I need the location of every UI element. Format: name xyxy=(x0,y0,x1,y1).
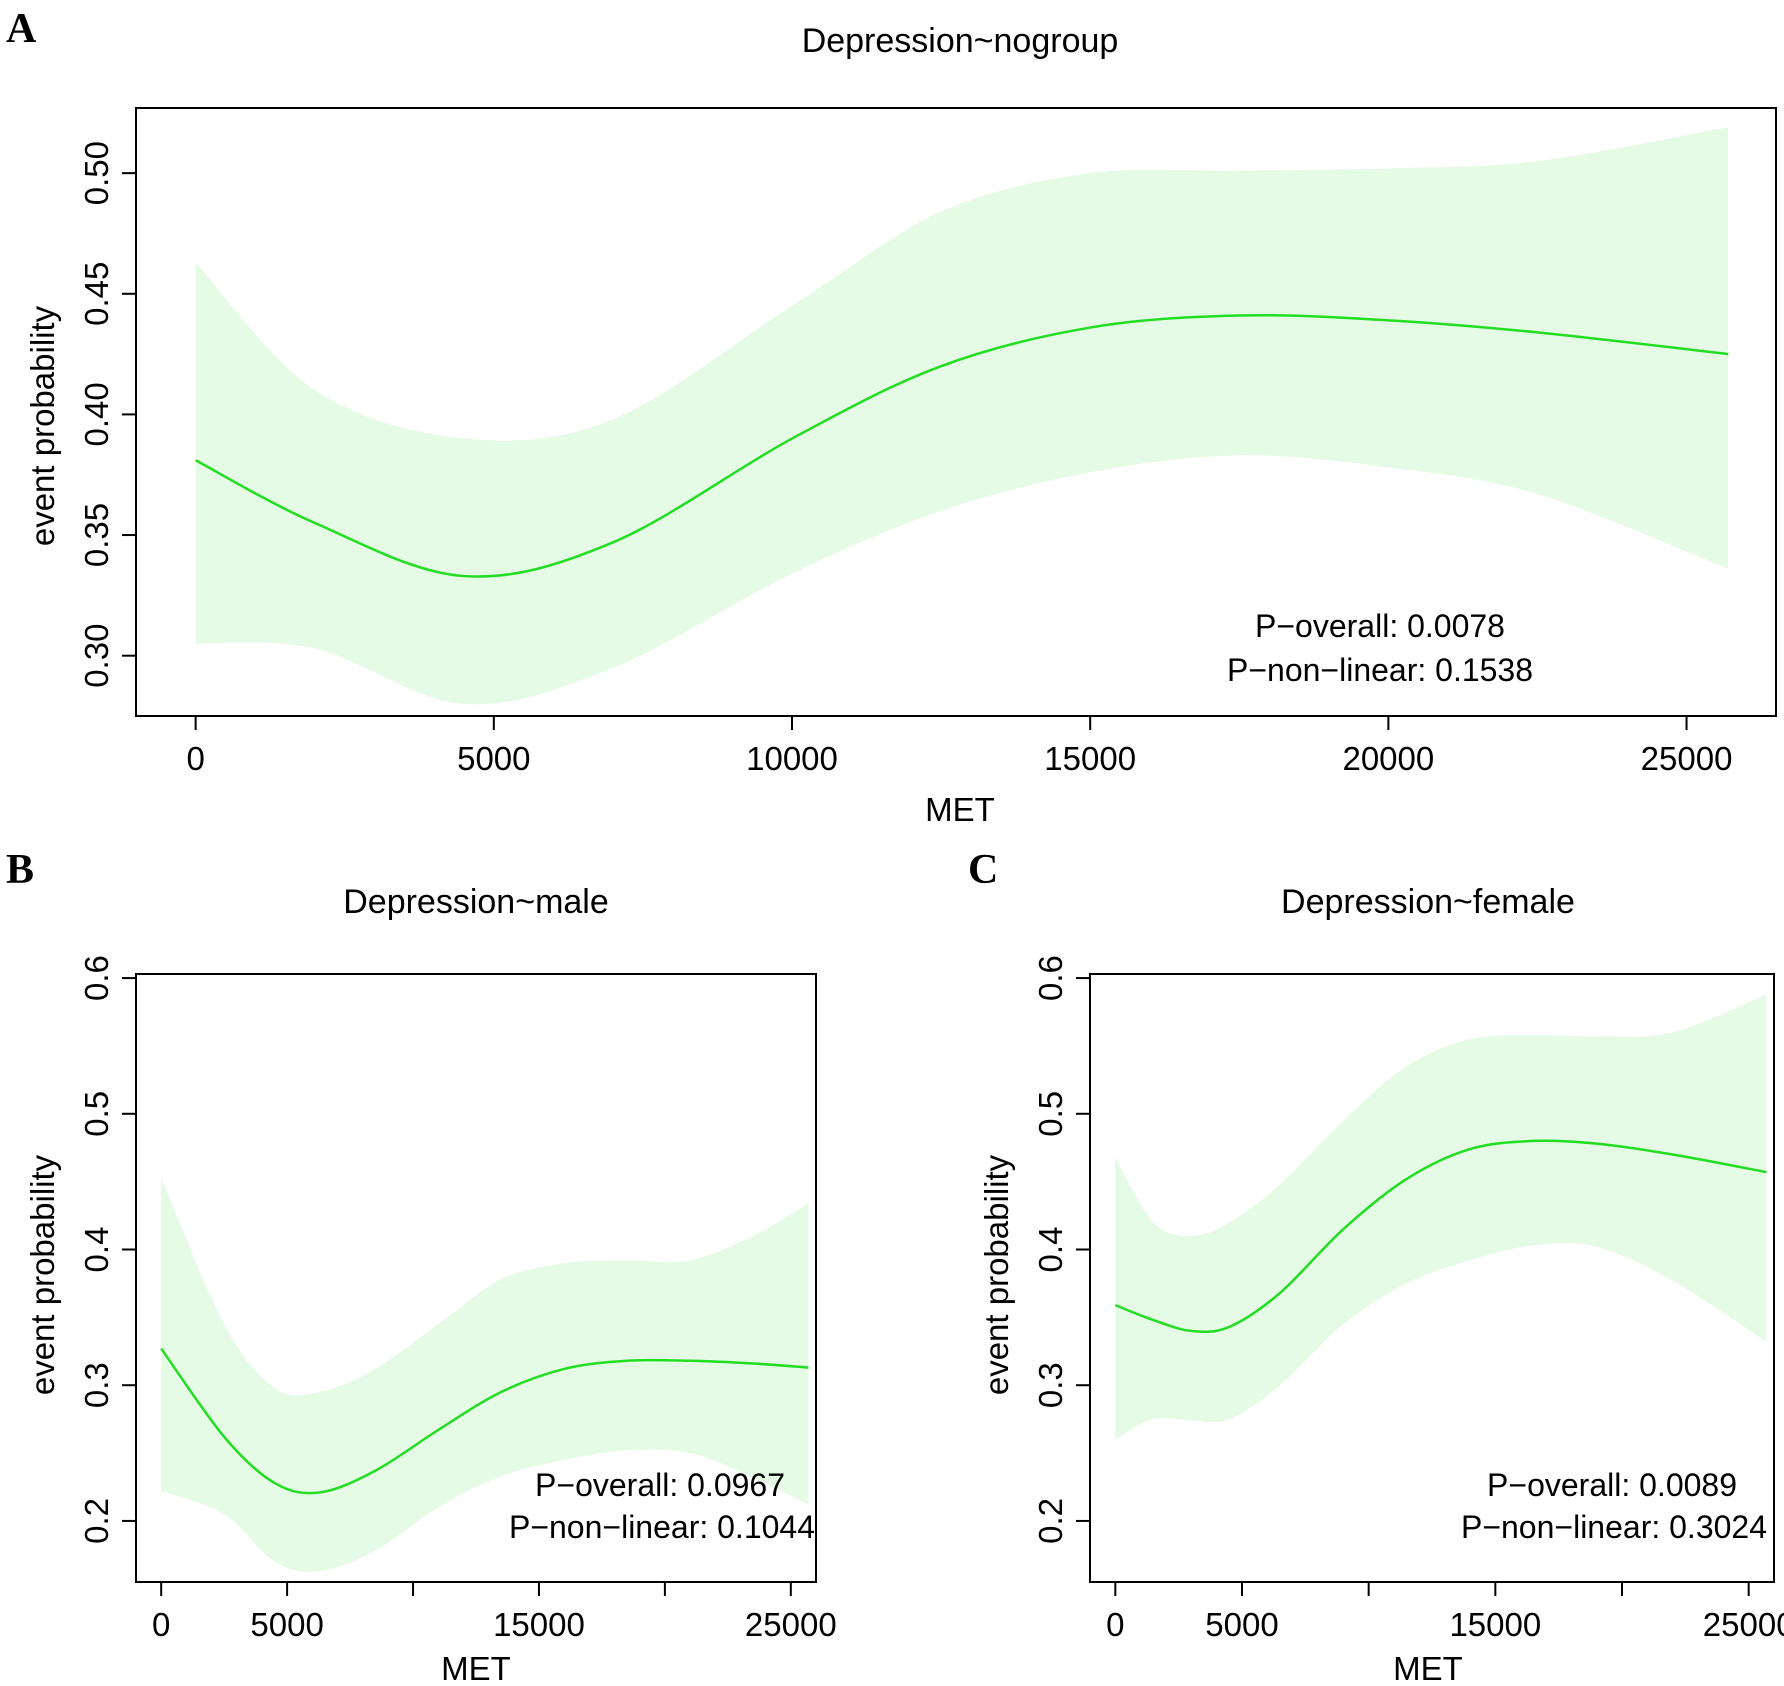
y-axis-label: event probability xyxy=(978,1154,1015,1395)
series-line xyxy=(195,313,1729,578)
plot-area-c: 0 5000 15000 25000 0.2 0.3 0.4 0.5 0.6 xyxy=(1032,955,1784,1643)
confidence-band xyxy=(195,127,1729,705)
y-axis-label: event probability xyxy=(24,1154,61,1395)
x-tick-label: 5000 xyxy=(1205,1606,1278,1643)
plot-title: Depression~male xyxy=(343,883,609,921)
plot-area-b: 0 5000 15000 25000 0.2 0.3 0.4 0.5 0.6 xyxy=(78,955,837,1643)
x-tick-label: 0 xyxy=(1106,1606,1124,1643)
y-tick-label: 0.4 xyxy=(1032,1227,1069,1273)
plot-title: Depression~nogroup xyxy=(802,22,1119,60)
x-tick-label: 0 xyxy=(152,1606,170,1643)
x-axis-label: MET xyxy=(441,1650,511,1686)
x-tick-label: 5000 xyxy=(250,1606,323,1643)
p-nonlinear-annotation: P−non−linear: 0.1044 xyxy=(509,1509,815,1545)
y-tick-label: 0.3 xyxy=(78,1362,115,1408)
panel-label-a: A xyxy=(6,6,37,52)
panel-b: B Depression~male 0 5000 15000 250000.20.30… xyxy=(6,847,837,1686)
y-tick-label: 0.35 xyxy=(78,503,115,567)
plot-title: Depression~female xyxy=(1281,883,1575,921)
y-tick-label: 0.5 xyxy=(78,1091,115,1137)
x-tick-label: 10000 xyxy=(746,740,838,777)
p-nonlinear-annotation: P−non−linear: 0.1538 xyxy=(1227,652,1533,688)
confidence-band xyxy=(1115,994,1767,1440)
y-tick-label: 0.5 xyxy=(1032,1091,1069,1137)
y-tick-label: 0.45 xyxy=(78,262,115,326)
y-tick-label: 0.6 xyxy=(1032,955,1069,1001)
confidence-band xyxy=(161,1177,809,1572)
series-line xyxy=(1114,1139,1767,1334)
series-line xyxy=(160,1347,809,1495)
x-tick-label: 15000 xyxy=(1044,740,1136,777)
p-overall-annotation: P−overall: 0.0967 xyxy=(535,1467,785,1503)
x-tick-label: 15000 xyxy=(1449,1606,1541,1643)
plot-frame xyxy=(1089,973,1775,1583)
x-tick-label: 20000 xyxy=(1342,740,1434,777)
p-overall-annotation: P−overall: 0.0089 xyxy=(1487,1467,1737,1503)
x-tick-label: 25000 xyxy=(1703,1606,1784,1643)
y-tick-label: 0.3 xyxy=(1032,1362,1069,1408)
plot-frame xyxy=(135,107,1777,717)
y-axis-label: event probability xyxy=(24,305,61,546)
plot-frame xyxy=(135,973,817,1583)
plot-area-a: 0 5000 10000 15000 20000 25000 0.30 0.35 0.40 0.4… xyxy=(78,107,1777,777)
y-tick-label: 0.4 xyxy=(78,1227,115,1273)
y-tick-label: 0.40 xyxy=(78,382,115,446)
x-axis-label: MET xyxy=(1393,1650,1463,1686)
y-tick-label: 0.30 xyxy=(78,624,115,688)
x-tick-label: 25000 xyxy=(1641,740,1733,777)
panel-c: C Depression~female 0 5000 15000 25000 0.2 0.… xyxy=(968,847,1784,1686)
p-overall-annotation: P−overall: 0.0078 xyxy=(1255,608,1505,644)
y-tick-label: 0.6 xyxy=(78,955,115,1001)
x-tick-label: 5000 xyxy=(457,740,530,777)
x-tick-label: 15000 xyxy=(493,1606,585,1643)
y-tick-label: 0.2 xyxy=(1032,1498,1069,1544)
y-tick-label: 0.2 xyxy=(78,1498,115,1544)
panel-label-c: C xyxy=(968,847,998,893)
p-nonlinear-annotation: P−non−linear: 0.3024 xyxy=(1461,1509,1767,1545)
x-tick-label: 25000 xyxy=(745,1606,837,1643)
panel-label-b: B xyxy=(6,847,34,893)
x-tick-label: 0 xyxy=(186,740,204,777)
y-tick-label: 0.50 xyxy=(78,141,115,205)
x-axis-label: MET xyxy=(925,791,995,828)
panel-a: A Depression~nogroup 0 5000 10000 15000 2000… xyxy=(6,6,1777,828)
